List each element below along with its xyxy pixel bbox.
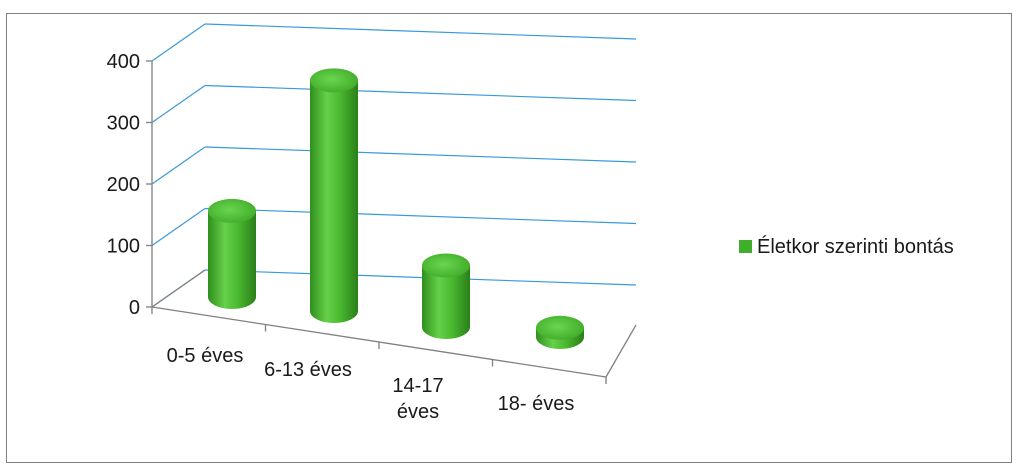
bar-cylinder [310,68,358,323]
bar-top-cap [536,315,584,340]
y-tick-label: 400 [107,51,140,73]
gridline-side-400 [151,23,206,62]
gridline-back-200 [204,146,637,163]
x-axis-labels: 0-5 éves 6-13 éves 14-17 éves 18- éves [167,345,575,423]
y-tick-label: 100 [107,236,140,258]
gridlines [151,23,637,308]
bar-body [208,210,256,309]
bar-body [422,265,470,339]
y-tick-label: 300 [107,113,140,135]
bar-cylinder [536,315,584,349]
x-category-label: 14-17 éves [392,375,443,423]
bar-top-cap [422,253,470,278]
floor-left-edge [151,269,206,308]
gridline-back-0 [204,269,637,286]
legend-label: Életkor szerinti bontás [757,235,954,258]
bar-cylinder [208,198,256,309]
bar-top-cap [310,68,358,93]
gridline-side-100 [151,208,206,246]
bar-body [310,80,358,323]
bar-top-cap [208,198,256,223]
y-axis-ticks: 0 100 200 300 400 [107,51,152,319]
chart-frame [6,13,1012,463]
x-category-label: 18- éves [498,393,575,415]
legend: Életkor szerinti bontás [739,235,954,258]
y-tick-label: 0 [129,297,140,319]
gridline-back-400 [204,23,637,40]
x-axis-line-right [605,324,637,378]
x-category-label: 0-5 éves [167,345,244,367]
bar-cylinder [422,253,470,339]
gridline-side-200 [151,146,206,185]
gridline-back-100 [204,207,637,225]
y-tick-label: 200 [107,174,140,196]
gridline-side-300 [151,85,206,123]
bars [208,68,584,349]
legend-swatch [739,240,752,253]
x-category-label: 6-13 éves [264,359,352,381]
gridline-back-300 [204,84,637,102]
